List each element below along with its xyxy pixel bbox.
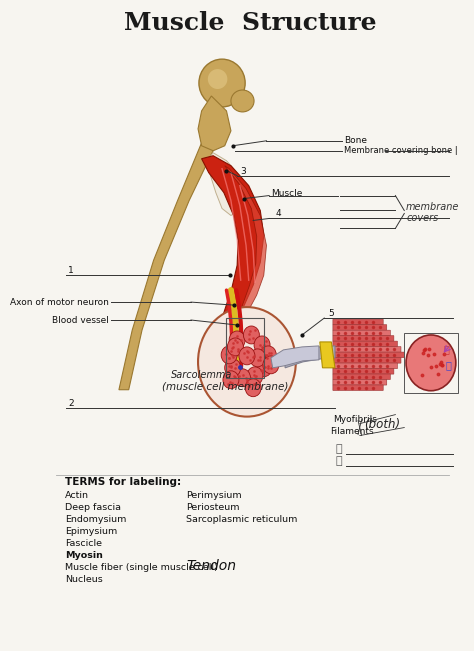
Circle shape [221,346,237,364]
Text: Ⓑ: Ⓑ [336,456,342,466]
Circle shape [260,346,276,364]
Bar [227,318,264,378]
Text: Ⓐ: Ⓐ [444,344,450,354]
Text: Ⓑ: Ⓑ [446,360,452,370]
Text: Muscle fiber (single muscle cell): Muscle fiber (single muscle cell) [65,563,218,572]
Circle shape [256,359,272,377]
FancyBboxPatch shape [333,319,383,325]
Text: Myofibrils: Myofibrils [333,415,377,424]
Circle shape [406,335,456,391]
FancyBboxPatch shape [333,374,390,380]
Text: Tendon: Tendon [186,559,237,573]
Text: 4: 4 [275,210,281,219]
Text: 2: 2 [68,398,74,408]
FancyBboxPatch shape [333,352,404,357]
Circle shape [263,356,279,374]
Text: Nucleus: Nucleus [65,575,102,584]
Polygon shape [225,166,266,330]
Circle shape [247,367,263,385]
Circle shape [245,379,261,396]
Circle shape [254,336,270,354]
Circle shape [235,369,250,387]
Circle shape [225,359,241,377]
Circle shape [250,349,265,367]
Text: Blood vessel: Blood vessel [52,316,109,324]
Ellipse shape [208,69,228,89]
FancyBboxPatch shape [333,336,394,341]
Text: Actin: Actin [65,492,89,500]
Text: Epimysium: Epimysium [65,527,117,536]
Text: (both): (both) [365,417,401,430]
FancyBboxPatch shape [333,330,390,336]
Circle shape [223,371,239,389]
Text: 1: 1 [68,266,74,275]
Circle shape [198,307,296,417]
Text: Bone: Bone [344,136,367,145]
Text: Perimysium: Perimysium [186,492,242,500]
FancyBboxPatch shape [333,325,387,330]
Text: Muscle: Muscle [271,189,302,198]
Circle shape [229,331,245,349]
Text: 5: 5 [328,309,335,318]
FancyBboxPatch shape [333,346,401,352]
Polygon shape [119,141,214,390]
FancyBboxPatch shape [333,385,383,391]
Text: Membrane covering bone |: Membrane covering bone | [344,146,457,155]
FancyBboxPatch shape [333,363,397,368]
Polygon shape [207,153,244,215]
Text: Sarcolemma: Sarcolemma [172,370,233,380]
Text: membrane
covers: membrane covers [406,202,459,223]
Circle shape [239,347,255,365]
Text: Sarcoplasmic reticulum: Sarcoplasmic reticulum [186,515,298,524]
Text: Deep fascia: Deep fascia [65,503,121,512]
FancyBboxPatch shape [333,357,401,363]
FancyBboxPatch shape [333,380,387,385]
Ellipse shape [231,90,254,112]
Text: Endomysium: Endomysium [65,515,126,524]
Circle shape [228,338,243,356]
Polygon shape [201,156,264,365]
FancyBboxPatch shape [333,341,397,347]
Ellipse shape [199,59,245,107]
Circle shape [243,326,259,344]
Polygon shape [284,346,335,368]
Text: Ⓐ: Ⓐ [336,445,342,454]
Polygon shape [198,96,231,151]
Text: 3: 3 [240,167,246,176]
Bar [404,333,457,393]
FancyBboxPatch shape [333,368,394,374]
Text: (muscle cell membrane): (muscle cell membrane) [163,381,289,392]
Text: Muscle  Structure: Muscle Structure [124,11,377,35]
Text: Filaments: Filaments [330,426,374,436]
Text: Myosin: Myosin [65,551,102,560]
Text: Fascicle: Fascicle [65,539,102,548]
Polygon shape [320,342,335,368]
Polygon shape [271,346,319,368]
Text: Axon of motor neuron: Axon of motor neuron [10,298,109,307]
Text: TERMS for labeling:: TERMS for labeling: [65,477,181,488]
Text: Periosteum: Periosteum [186,503,240,512]
